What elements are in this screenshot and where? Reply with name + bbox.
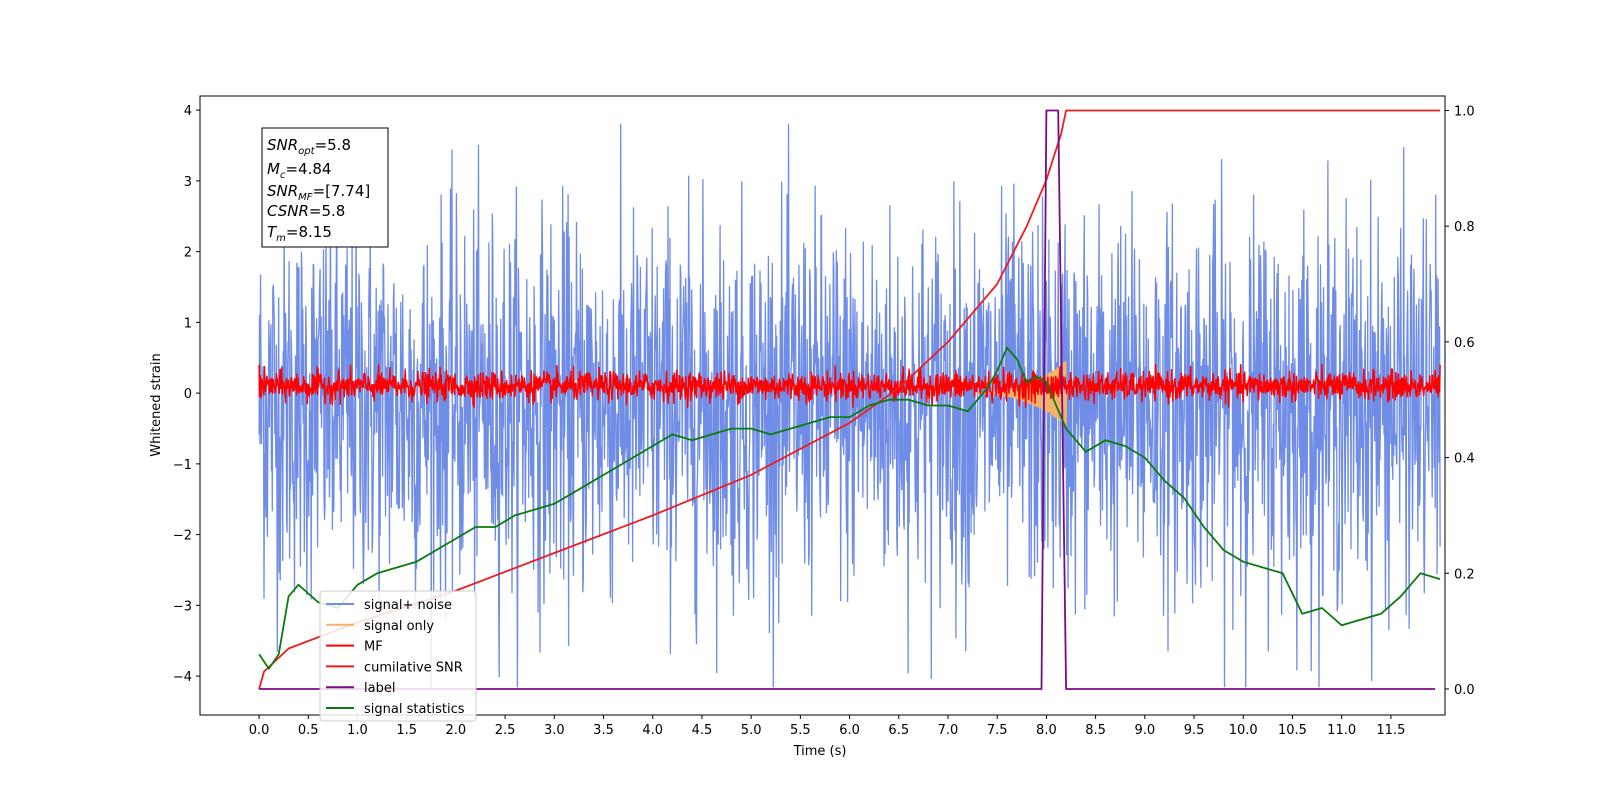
- annotation-csnr: CSNR=5.8: [267, 202, 345, 220]
- legend: signal+ noise signal only MF cumilative SNR…: [319, 590, 477, 722]
- x-tick-label: 11.5: [1376, 723, 1405, 738]
- y-axis-right: 1.0 0.8 0.6 0.4 0.2 0.0: [1445, 104, 1475, 698]
- annotation-tm: Tm=8.15: [267, 223, 332, 244]
- series-line-label: [259, 109, 1436, 690]
- x-tick-label: 5.5: [790, 723, 811, 738]
- x-tick-label: 7.5: [987, 723, 1008, 738]
- x-tick-label: 5.0: [741, 723, 762, 738]
- series-line-mf: [258, 364, 1441, 409]
- legend-label-signal-statistics: signal statistics: [364, 702, 465, 717]
- legend-label-cumilative-snr: cumilative SNR: [364, 660, 463, 675]
- x-tick-label: 2.0: [446, 723, 467, 738]
- y-right-tick-label: 0.0: [1454, 683, 1475, 698]
- y-right-tick-label: 1.0: [1454, 104, 1475, 119]
- x-tick-label: 10.0: [1229, 723, 1258, 738]
- y-tick-label: −1: [173, 458, 192, 473]
- x-tick-label: 0.0: [249, 723, 270, 738]
- x-tick-label: 8.0: [1036, 723, 1057, 738]
- legend-label-label: label: [364, 681, 395, 696]
- x-tick-label: 0.5: [298, 723, 319, 738]
- x-tick-label: 6.5: [888, 723, 909, 738]
- annotation-snr-opt: SNRopt=5.8: [267, 136, 351, 157]
- x-tick-label: 1.5: [396, 723, 417, 738]
- y-axis-left: 4 3 2 1 0 −1 −2 −3 −4: [173, 104, 200, 685]
- series-line-signal-noise: [258, 123, 1441, 688]
- y-right-tick-label: 0.6: [1454, 336, 1475, 351]
- x-tick-label: 7.0: [938, 723, 959, 738]
- y-tick-label: 3: [184, 175, 192, 190]
- x-axis: 0.0 0.5 1.0 1.5 2.0 2.5 3.0 3.5 4.0 4.5 5.0 5.5 6.0 6…: [249, 715, 1405, 738]
- y-tick-label: 0: [184, 387, 192, 402]
- y-tick-label: 4: [184, 104, 192, 119]
- y-tick-label: −4: [173, 670, 192, 685]
- y-tick-label: 1: [184, 316, 192, 331]
- y-tick-label: 2: [184, 246, 192, 261]
- x-tick-label: 1.0: [347, 723, 368, 738]
- legend-label-signal-noise: signal+ noise: [364, 598, 452, 613]
- annotation-mc: Mc=4.84: [267, 160, 331, 181]
- legend-label-signal-only: signal only: [364, 619, 434, 634]
- y-right-tick-label: 0.4: [1454, 452, 1475, 467]
- y-right-tick-label: 0.2: [1454, 567, 1475, 582]
- y-axis-label: Whitened strain: [149, 353, 164, 456]
- annotation-box: SNRopt=5.8 Mc=4.84 SNRMF=[7.74] CSNR=5.8…: [261, 127, 389, 248]
- y-tick-label: −3: [173, 599, 192, 614]
- annotation-snr-mf: SNRMF=[7.74]: [267, 182, 370, 203]
- series-line-signal-statistics: [258, 346, 1441, 670]
- x-tick-label: 9.5: [1184, 723, 1205, 738]
- y-tick-label: −2: [173, 529, 192, 544]
- legend-label-mf: MF: [364, 640, 383, 655]
- x-tick-label: 9.0: [1134, 723, 1155, 738]
- x-axis-label: Time (s): [793, 744, 847, 759]
- x-tick-label: 4.5: [692, 723, 713, 738]
- x-tick-label: 4.0: [642, 723, 663, 738]
- x-tick-label: 6.0: [839, 723, 860, 738]
- x-tick-label: 3.0: [544, 723, 565, 738]
- x-tick-label: 11.0: [1327, 723, 1356, 738]
- x-tick-label: 2.5: [495, 723, 516, 738]
- plot-frame: [199, 95, 1446, 716]
- x-tick-label: 10.5: [1278, 723, 1307, 738]
- y-right-tick-label: 0.8: [1454, 220, 1475, 235]
- x-tick-label: 3.5: [593, 723, 614, 738]
- x-tick-label: 8.5: [1085, 723, 1106, 738]
